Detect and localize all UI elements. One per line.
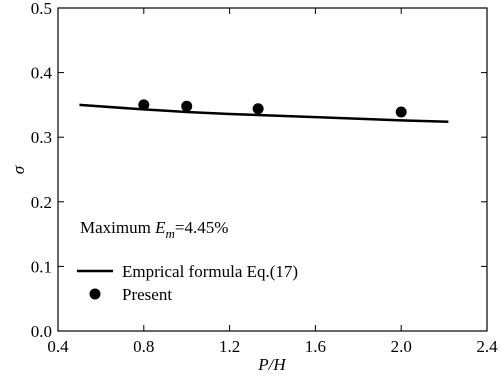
data-line [79,103,449,123]
legend-marker [89,288,101,300]
data-point [138,99,150,111]
legend-label: Emprical formula Eq.(17) [122,262,298,281]
y-tick-label: 0.2 [31,193,52,212]
annotation-subscript: m [165,226,174,241]
x-tick-label: 0.4 [47,337,69,356]
annotation-text: Maximum [80,218,155,237]
y-tick-label: 0.1 [31,257,52,276]
x-tick-label: 0.8 [133,337,154,356]
x-axis-label: P/H [257,355,287,374]
legend-label: Present [122,285,172,304]
annotation-symbol: E [154,218,166,237]
plot-frame [57,7,488,332]
annotation: Maximum Em=4.45% [80,218,228,241]
y-tick-label: 0.0 [31,322,52,341]
y-axis-label: σ [9,165,28,174]
y-tick-label: 0.4 [31,64,53,83]
x-tick-label: 1.6 [305,337,326,356]
x-tick-label: 2.0 [391,337,412,356]
data-point [252,103,264,115]
y-tick-label: 0.3 [31,128,52,147]
y-tick-label: 0.5 [31,0,52,18]
x-tick-label: 2.4 [476,337,498,356]
data-point [181,100,193,112]
annotation-text: =4.45% [175,218,229,237]
x-tick-label: 1.2 [219,337,240,356]
data-point [395,106,407,118]
